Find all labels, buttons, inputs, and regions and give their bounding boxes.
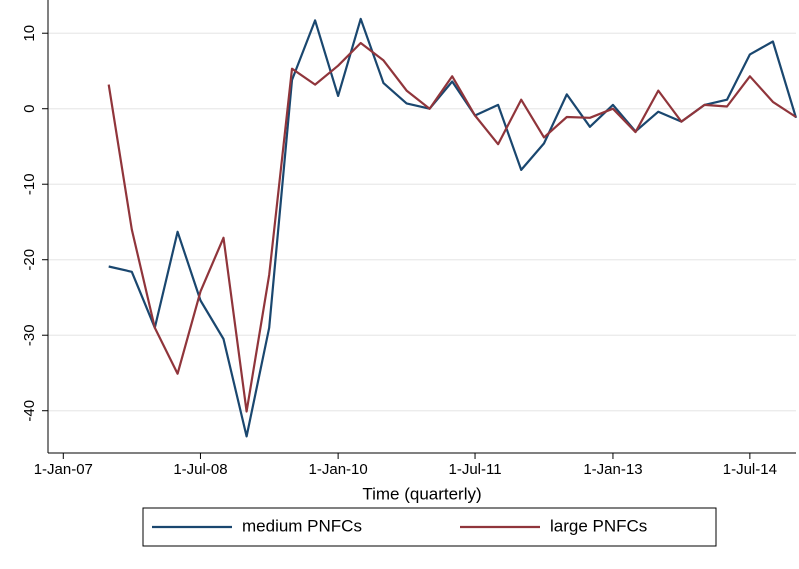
x-tick-label: 1-Jan-13 [583, 461, 642, 478]
y-tick-label: -10 [21, 173, 38, 195]
x-axis-title: Time (quarterly) [362, 484, 481, 503]
x-tick-label: 1-Jan-10 [309, 461, 368, 478]
legend: medium PNFCs large PNFCs [142, 507, 717, 547]
legend-label: medium PNFCs [242, 516, 362, 535]
x-tick-label: 1-Jul-08 [173, 461, 227, 478]
y-tick-label: 0 [21, 105, 38, 113]
y-tick-label: -30 [21, 324, 38, 346]
series-line [108, 17, 798, 438]
legend-label: large PNFCs [550, 516, 647, 535]
y-tick-label: 10 [21, 25, 38, 42]
y-tick-label: -20 [21, 249, 38, 271]
series-line [107, 41, 797, 413]
y-tick-label: -40 [21, 400, 38, 422]
x-tick-label: 1-Jul-14 [723, 461, 777, 478]
legend-box [142, 507, 717, 547]
x-tick-label: 1-Jan-07 [34, 461, 93, 478]
x-tick-label: 1-Jul-11 [448, 461, 501, 478]
